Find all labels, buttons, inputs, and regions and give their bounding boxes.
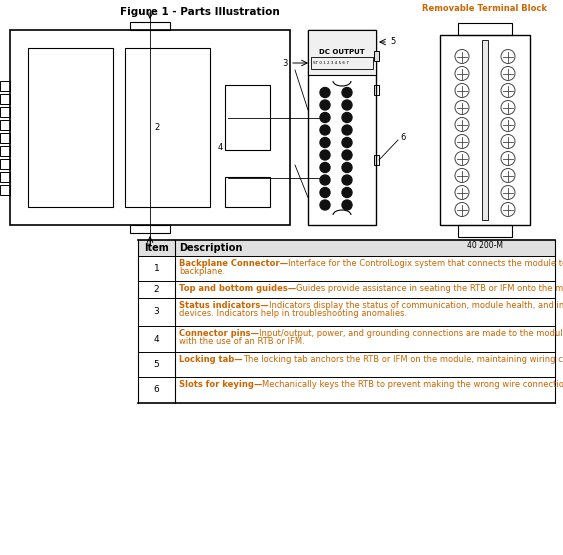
Bar [440,35,530,225]
Text: 4: 4 [154,335,159,344]
Bar [311,57,373,69]
Circle shape [342,100,352,110]
Bar [0,94,10,104]
Bar [225,85,270,150]
Text: 2: 2 [154,285,159,294]
Bar [225,177,270,207]
Bar [308,30,376,225]
Bar [374,51,379,61]
Bar [0,133,10,143]
Text: 3: 3 [283,58,288,68]
Text: 3: 3 [154,307,159,316]
Text: The locking tab anchors the RTB or IFM on the module, maintaining wiring connect: The locking tab anchors the RTB or IFM o… [243,355,563,364]
Text: Figure 1 - Parts Illustration: Figure 1 - Parts Illustration [120,7,280,17]
Circle shape [320,125,330,135]
Circle shape [342,175,352,185]
Circle shape [342,188,352,198]
Bar [0,120,10,130]
Text: 5: 5 [154,360,159,369]
Bar [482,40,488,220]
Text: DC OUTPUT: DC OUTPUT [319,49,365,55]
Circle shape [320,175,330,185]
Bar [0,107,10,117]
Bar [28,48,113,207]
Text: Slots for keying—: Slots for keying— [179,380,262,389]
Circle shape [320,188,330,198]
Text: 5: 5 [390,38,395,47]
Circle shape [342,200,352,210]
Text: 1: 1 [154,264,159,273]
Text: Top and bottom guides—: Top and bottom guides— [179,284,296,293]
Circle shape [342,125,352,135]
Text: Description: Description [179,243,243,253]
Circle shape [342,113,352,123]
Bar [138,240,555,256]
Bar [0,185,10,195]
Circle shape [320,88,330,98]
Circle shape [342,163,352,173]
Circle shape [320,200,330,210]
Circle shape [320,163,330,173]
Bar [0,159,10,169]
Bar [125,48,210,207]
Bar [374,155,379,165]
Text: 6: 6 [154,386,159,395]
Text: 6: 6 [400,134,405,143]
Bar [130,225,170,233]
Circle shape [320,138,330,148]
Bar [374,85,379,95]
Bar [130,22,170,30]
Text: Input/output, power, and grounding connections are made to the module through th: Input/output, power, and grounding conne… [259,329,563,338]
Circle shape [342,150,352,160]
Circle shape [320,100,330,110]
Text: 40 200-M: 40 200-M [467,241,503,250]
Bar [0,81,10,91]
Text: Locking tab—: Locking tab— [179,355,243,364]
Text: backplane.: backplane. [179,268,225,276]
Text: 2: 2 [154,123,159,132]
Text: with the use of an RTB or IFM.: with the use of an RTB or IFM. [179,337,305,346]
Text: Indicators display the status of communication, module health, and input/output: Indicators display the status of communi… [269,301,563,310]
Bar [0,146,10,156]
Bar [10,30,290,225]
Text: 4: 4 [218,143,223,152]
Circle shape [320,150,330,160]
Circle shape [342,88,352,98]
Text: Backplane Connector—: Backplane Connector— [179,259,288,268]
Circle shape [342,138,352,148]
Text: Removable Terminal Block: Removable Terminal Block [422,4,547,13]
Text: Interface for the ControlLogix system that connects the module to the: Interface for the ControlLogix system th… [288,259,563,268]
Text: devices. Indicators help in troubleshooting anomalies.: devices. Indicators help in troubleshoot… [179,310,407,319]
Text: Mechanically keys the RTB to prevent making the wrong wire connections to your m: Mechanically keys the RTB to prevent mak… [262,380,563,389]
Bar [458,225,512,237]
Bar [0,172,10,182]
Text: Guides provide assistance in seating the RTB or IFM onto the module.: Guides provide assistance in seating the… [296,284,563,293]
Bar [308,30,376,75]
Text: ST 0 1 2 3 4 5 6 7: ST 0 1 2 3 4 5 6 7 [313,61,349,65]
Bar [458,23,512,35]
Text: Connector pins—: Connector pins— [179,329,259,338]
Circle shape [320,113,330,123]
Text: Status indicators—: Status indicators— [179,301,269,310]
Text: Item: Item [144,243,169,253]
